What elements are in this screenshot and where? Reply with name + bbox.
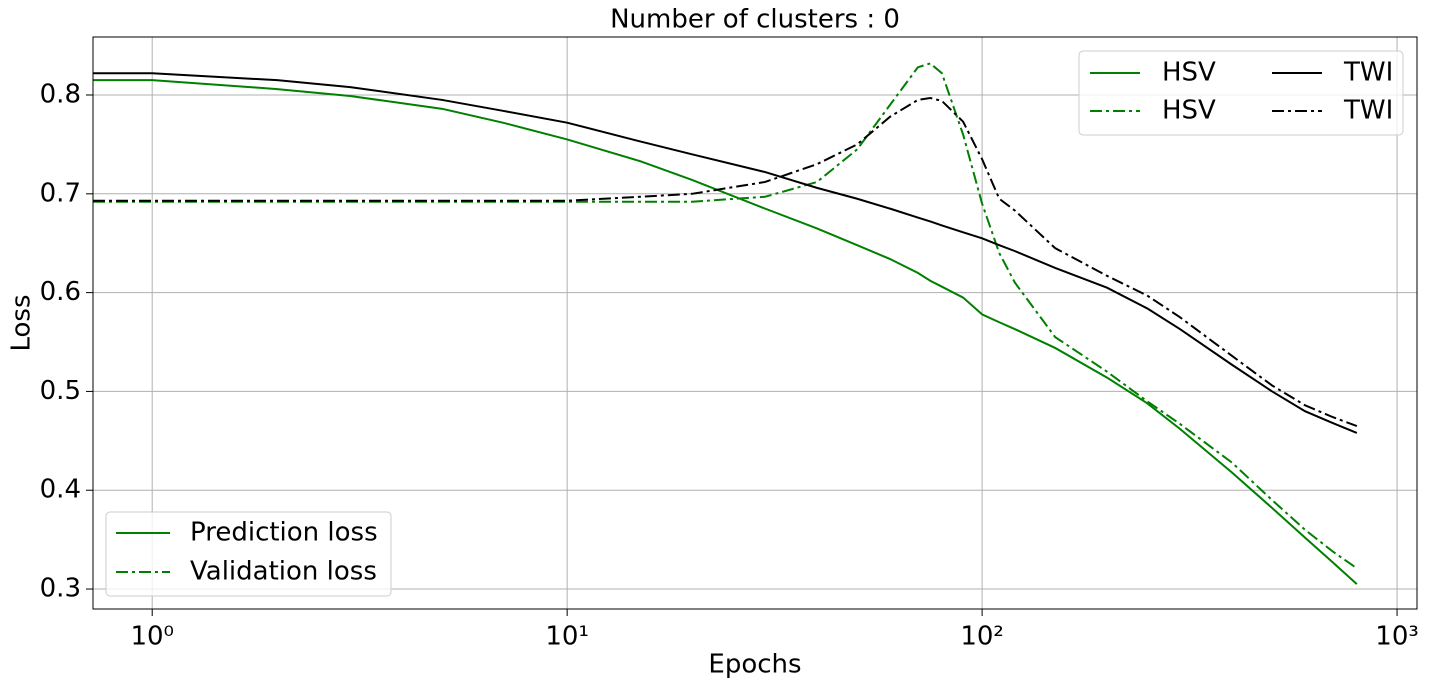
y-tick-label: 0.7 [40, 178, 81, 208]
legend-label: HSV [1162, 96, 1216, 126]
legends: HSV HSV TWI TWI Prediction loss Validation lo… [105, 50, 1404, 597]
series-line [93, 62, 1358, 570]
legend-label: HSV [1162, 58, 1216, 88]
legend-box [105, 511, 392, 597]
chart-title: Number of clusters : 0 [610, 5, 900, 35]
x-tick-label: 10² [960, 622, 1004, 652]
y-tick-label: 0.8 [40, 80, 81, 110]
legend-label: Prediction loss [190, 518, 378, 548]
y-tick-label: 0.5 [40, 376, 81, 406]
y-tick-label: 0.3 [40, 574, 81, 604]
x-tick-label: 10³ [1375, 622, 1419, 652]
legend-label: Validation loss [190, 557, 377, 587]
plot-frame [92, 36, 1418, 610]
series-line [93, 72, 1358, 434]
y-tick-label: 0.6 [40, 277, 81, 307]
y-tick-label: 0.4 [40, 475, 81, 505]
series-line [93, 79, 1358, 585]
y-axis-label: Loss [7, 294, 37, 351]
x-tick-label: 10⁰ [130, 622, 174, 652]
plot-lines [93, 62, 1358, 585]
series-line [93, 96, 1358, 427]
legend-label: TWI [1343, 96, 1393, 126]
legend-label: TWI [1343, 58, 1393, 88]
x-axis-label: Epochs [708, 650, 801, 680]
grid: 0.3 0.4 0.5 0.6 0.7 0.8 10⁰ 10¹ 10² 10³ [40, 37, 1419, 652]
x-tick-label: 10¹ [545, 622, 589, 652]
